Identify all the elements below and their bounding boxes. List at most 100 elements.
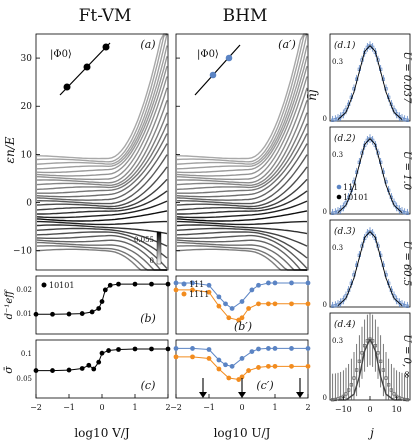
data-point <box>266 363 271 369</box>
spectrum-line <box>37 123 168 194</box>
spectrum-line <box>176 245 307 271</box>
legend-d2-label-2: 10101 <box>343 193 368 202</box>
inset-dot-blue-2 <box>225 54 233 62</box>
density-marker <box>381 368 385 372</box>
data-point <box>165 281 171 287</box>
spectrum-line <box>176 33 308 163</box>
spectrum-line <box>176 200 308 219</box>
right-x-tick-label: 10 <box>392 405 402 414</box>
data-point <box>272 346 278 351</box>
x-axis-label-mid: log10 U/J <box>214 426 271 440</box>
spectrum-line <box>36 112 168 191</box>
right-x-tick-label: 0 <box>367 405 372 414</box>
data-point <box>256 365 261 370</box>
inset-line-a-prime <box>194 44 241 96</box>
spectrum-line <box>176 210 308 222</box>
panel-a-frame <box>35 33 169 271</box>
data-point <box>96 359 102 365</box>
density-panel: (d.1) 0.3 0 U = 0.037 <box>323 33 412 123</box>
density-tick-top: 0.3 <box>332 337 343 345</box>
data-point <box>132 281 138 287</box>
data-point <box>305 280 311 286</box>
spectrum-line <box>176 154 308 205</box>
spectrum-line <box>36 66 168 177</box>
density-marker <box>397 115 401 119</box>
inset-dot-3 <box>102 43 110 51</box>
data-point <box>223 301 228 307</box>
spectrum-line <box>176 227 308 247</box>
panel-label-c-prime: (c′) <box>256 379 273 392</box>
data-point <box>239 356 245 361</box>
spectrum-line <box>36 245 167 271</box>
density-marker <box>405 211 409 215</box>
x-tick-label: −1 <box>63 403 75 412</box>
header-bhm: BHM <box>223 6 268 26</box>
colorbar-max: 0.055 <box>134 236 154 244</box>
data-point <box>66 367 72 373</box>
data-point <box>173 354 179 360</box>
density-panels: (d.1)0.30U = 0.037(d.2)0.30U = 1.0111101… <box>323 33 412 414</box>
colorbar-min: 0 <box>150 257 154 265</box>
panel-b-prime: 111 1111 (b′) <box>173 275 311 335</box>
data-point <box>246 306 252 311</box>
data-point <box>272 301 278 307</box>
density-panel-frame <box>329 219 411 308</box>
density-panel-frame <box>329 126 411 215</box>
right-x-tick-label: −10 <box>335 405 352 414</box>
data-point <box>216 366 222 372</box>
density-marker <box>368 137 372 141</box>
x-tick-label: −2 <box>30 403 42 412</box>
plot-b-prime-series <box>173 280 311 323</box>
data-point <box>229 363 235 369</box>
density-panel-frame <box>329 33 411 122</box>
data-point <box>106 348 111 353</box>
spectrum-lines-a <box>36 33 168 271</box>
legend-bp-marker-2 <box>181 291 187 297</box>
density-tick-bottom: 0 <box>323 301 327 309</box>
spectrum-line <box>36 200 168 219</box>
u-value-label: U = 1.0 <box>401 151 412 191</box>
spectrum-line <box>177 123 308 194</box>
x-tick-label: −1 <box>203 403 215 412</box>
density-marker <box>405 304 409 308</box>
spectrum-line <box>176 234 308 269</box>
data-point <box>50 368 55 373</box>
x-tick-label: 1 <box>272 403 277 412</box>
data-point <box>190 346 195 351</box>
density-panel-label: (d.4) <box>334 319 356 330</box>
spectrum-line <box>36 76 168 181</box>
data-point <box>239 374 245 380</box>
energy-tick-label: 10 <box>21 150 33 160</box>
plot-c-series <box>33 346 171 373</box>
plot-b-series <box>33 281 171 317</box>
density-tick-top: 0.3 <box>332 244 343 252</box>
spectrum-line <box>37 190 168 215</box>
data-point <box>239 299 245 304</box>
legend-d2-marker-2 <box>336 194 342 200</box>
data-point <box>266 301 271 307</box>
energy-tick-label: 20 <box>21 102 33 112</box>
spectrum-line <box>36 33 167 160</box>
density-marker <box>397 301 401 305</box>
density-marker <box>339 115 343 119</box>
density-curve <box>337 230 403 306</box>
density-marker <box>344 392 348 396</box>
x-axis-label-left: log10 V/J <box>74 426 130 440</box>
spectrum-line <box>36 143 168 201</box>
spectrum-line <box>36 241 167 271</box>
density-tick-top: 0.3 <box>332 58 343 66</box>
data-point <box>165 346 171 352</box>
sigma-axis-label: σ̄ <box>2 366 15 374</box>
density-curve <box>338 337 402 401</box>
panel-a: (a) |Φ0⟩ 0.055 0 30 20 10 0 −10 εn/E <box>3 33 180 271</box>
data-point <box>216 357 222 363</box>
panel-label-a: (a) <box>140 38 155 51</box>
deff-tick-2: 0.01 <box>16 310 32 318</box>
spectrum-line <box>36 234 168 269</box>
spectrum-line <box>177 220 307 226</box>
x-tick-label: 0 <box>99 403 104 412</box>
spectrum-line <box>176 56 308 174</box>
inset-dot-1 <box>63 83 71 91</box>
deff-axis-label: d⁻¹eff <box>4 289 15 320</box>
